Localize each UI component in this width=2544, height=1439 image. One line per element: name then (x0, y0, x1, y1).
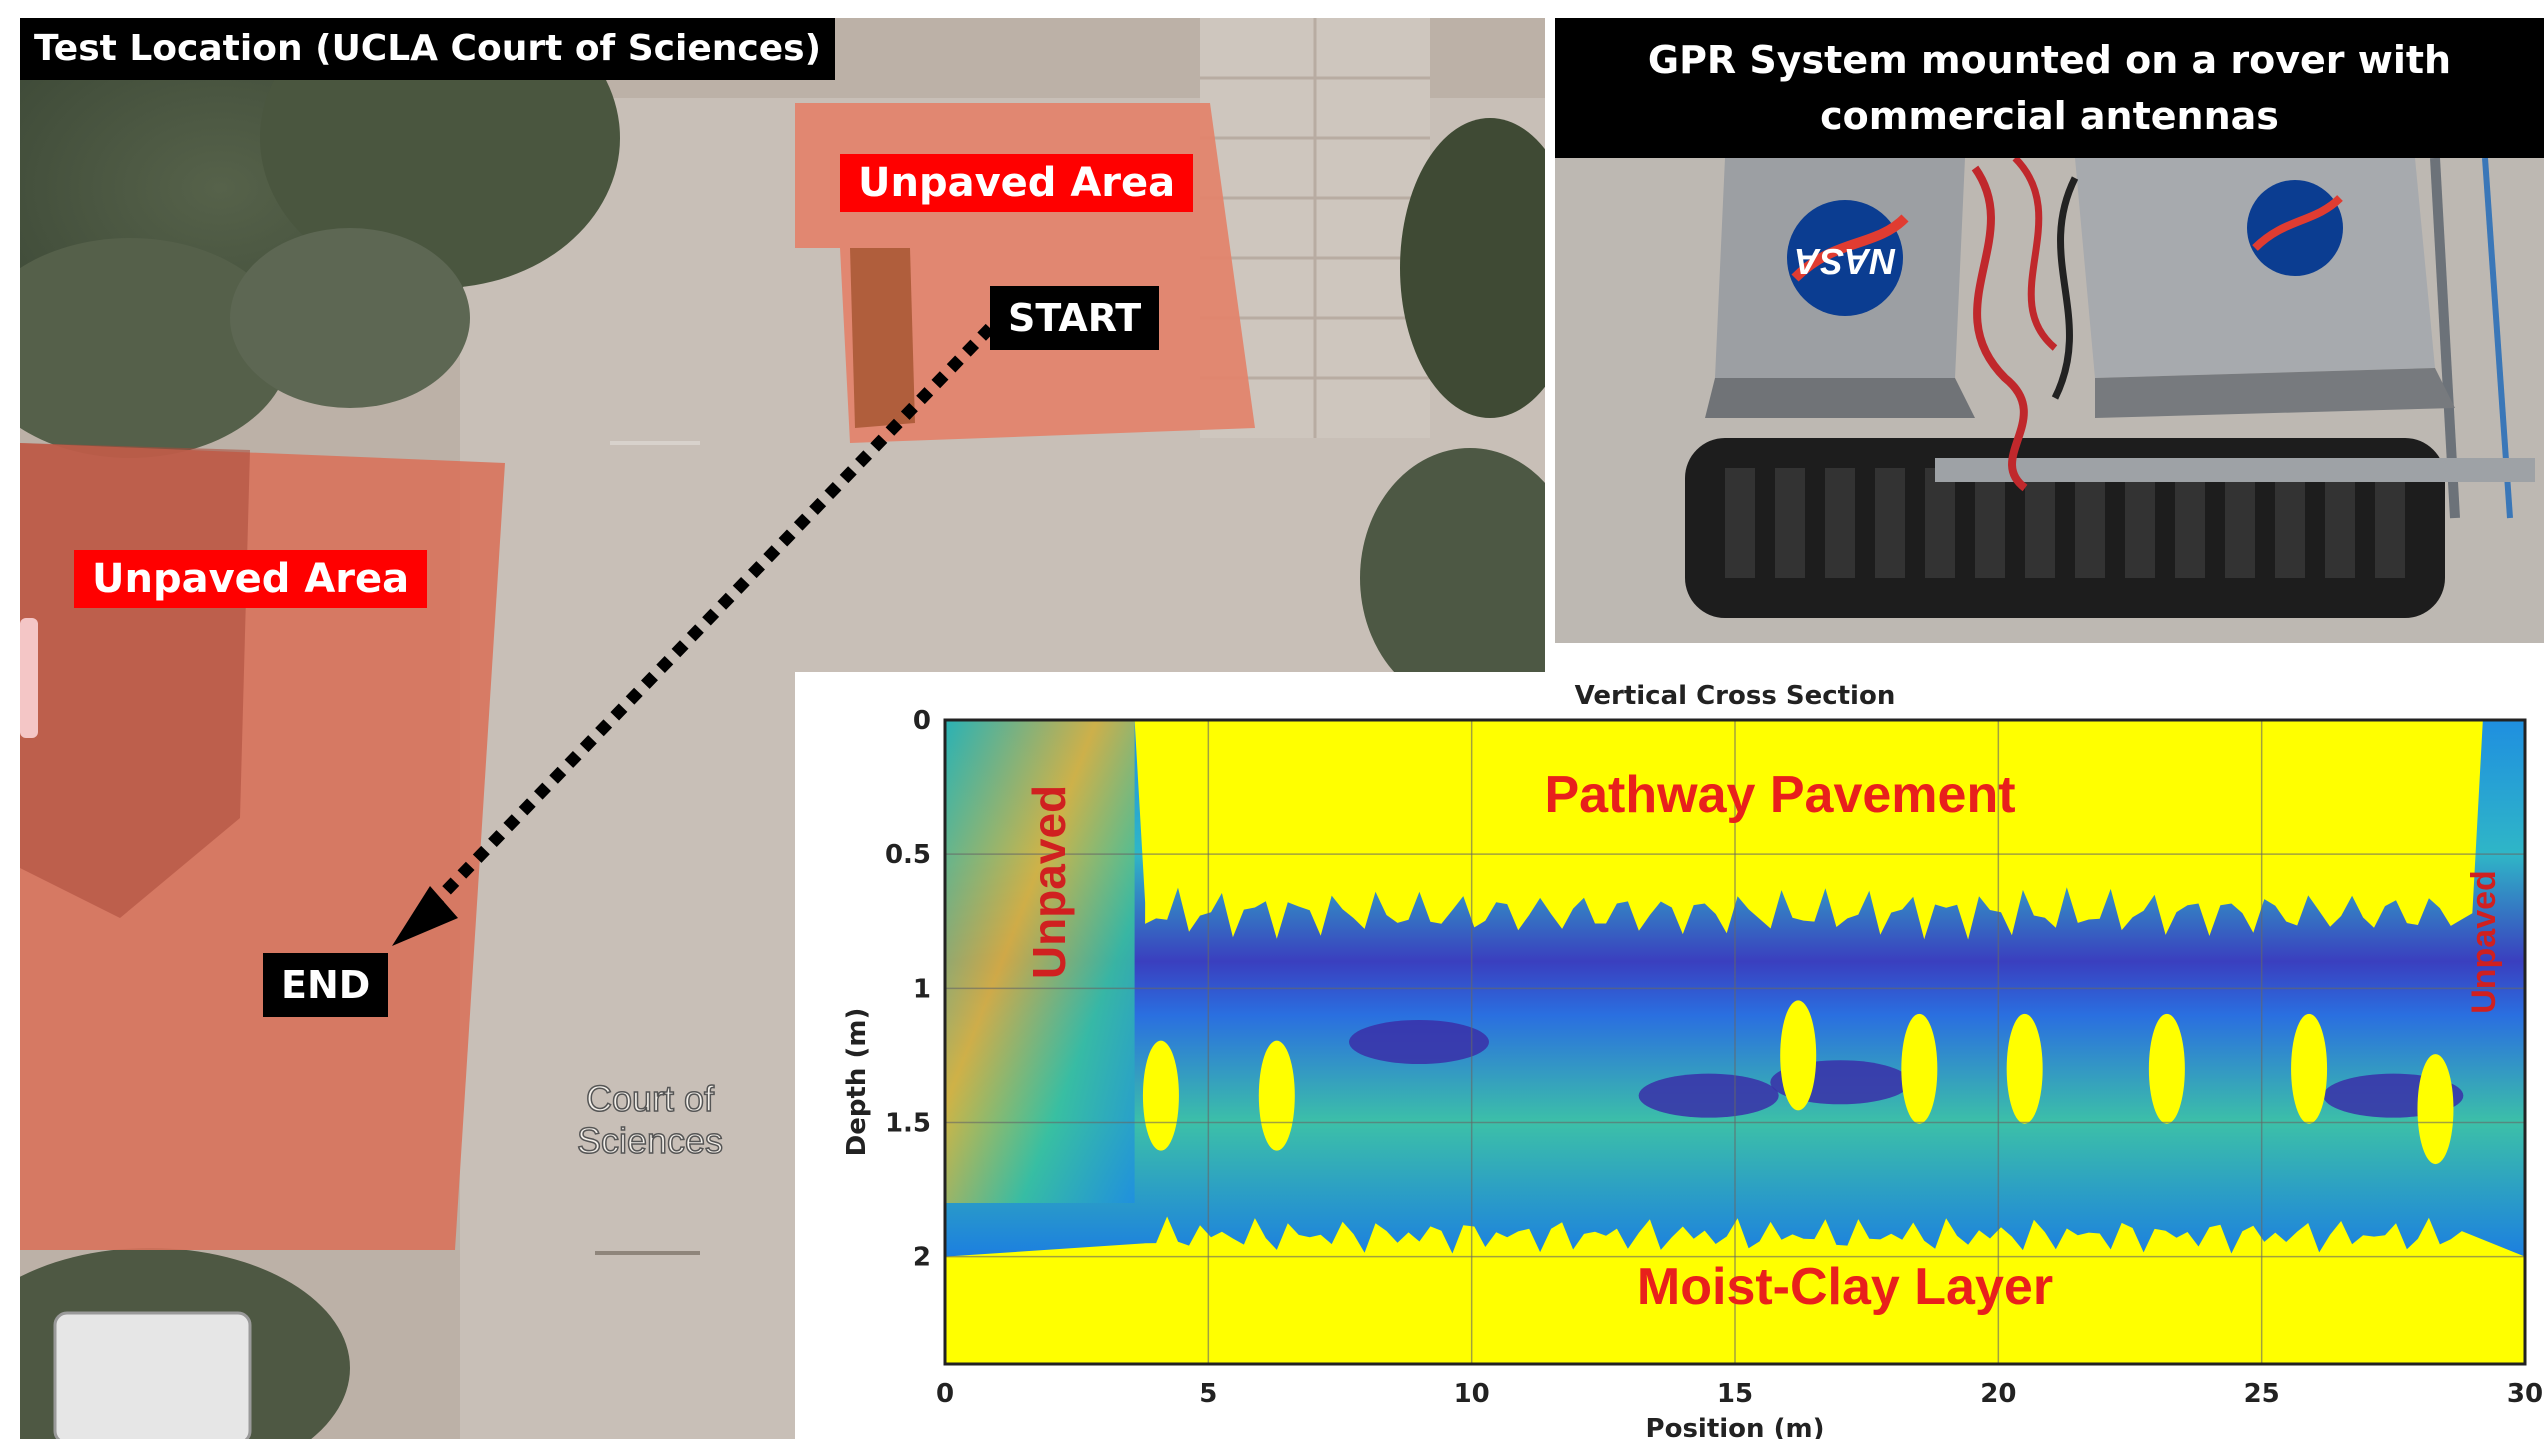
court-of-sciences-label: Court of Sciences (540, 1077, 760, 1162)
rover-photo-panel: NASA GPR System mounted on a rover with … (1555, 18, 2544, 643)
heatmap-high-blob (1780, 1000, 1817, 1111)
heatmap-high-blob (2148, 1013, 2185, 1124)
x-tick-label: 15 (1717, 1379, 1753, 1409)
y-axis-label: Depth (m) (842, 1008, 872, 1157)
heatmap-high-blob (2417, 1054, 2454, 1165)
rover-title-line2: commercial antennas (1820, 94, 2279, 138)
unpaved-right-annotation: Unpaved (2465, 870, 2503, 1014)
heatmap-high-blob (1901, 1013, 1938, 1124)
rover-title: GPR System mounted on a rover with comme… (1555, 18, 2544, 158)
heatmap-low-blob (1638, 1073, 1779, 1118)
end-label: END (263, 953, 389, 1017)
x-tick-label: 30 (2507, 1379, 2543, 1409)
y-tick-label: 1.5 (885, 1109, 931, 1139)
heatmap-high-blob (1258, 1040, 1295, 1151)
x-tick-label: 10 (1454, 1379, 1490, 1409)
chart-title: Vertical Cross Section (1575, 681, 1896, 711)
court-label-line1: Court of (585, 1077, 715, 1120)
y-tick-label: 1 (913, 974, 931, 1004)
heatmap-high-blob (1142, 1040, 1179, 1151)
unpaved-area-top-label: Unpaved Area (840, 154, 1194, 212)
x-axis-label: Position (m) (1646, 1414, 1825, 1439)
rover-title-line1: GPR System mounted on a rover with (1647, 38, 2452, 82)
pavement-annotation: Pathway Pavement (1544, 766, 2015, 824)
court-label-line2: Sciences (576, 1119, 724, 1162)
nasa-logo-text: NASA (1794, 241, 1896, 282)
heatmap-low-blob (1349, 1020, 1489, 1064)
start-label: START (990, 286, 1160, 350)
clay-annotation: Moist-Clay Layer (1637, 1258, 2053, 1316)
unpaved-left-annotation: Unpaved (1023, 785, 1075, 979)
cross-section-chart-panel: 0 5 10 15 20 25 30 0 0.5 1 1.5 2 Vertical Cross Sec… (795, 672, 2544, 1439)
x-tick-label: 5 (1199, 1379, 1217, 1409)
x-tick-label: 0 (936, 1379, 954, 1409)
cross-section-chart: 0 5 10 15 20 25 30 0 0.5 1 1.5 2 Vertical Cross Sec… (842, 681, 2543, 1439)
y-tick-label: 2 (913, 1243, 931, 1273)
map-title: Test Location (UCLA Court of Sciences) (20, 18, 836, 80)
unpaved-area-left-label: Unpaved Area (74, 550, 428, 608)
plot-frame (943, 718, 2527, 1366)
x-tick-label: 25 (2244, 1379, 2280, 1409)
y-tick-label: 0.5 (885, 840, 931, 870)
heatmap-high-blob (2006, 1013, 2043, 1124)
heatmap-high-blob (2291, 1013, 2328, 1124)
y-tick-label: 0 (913, 706, 931, 736)
x-tick-label: 20 (1980, 1379, 2016, 1409)
